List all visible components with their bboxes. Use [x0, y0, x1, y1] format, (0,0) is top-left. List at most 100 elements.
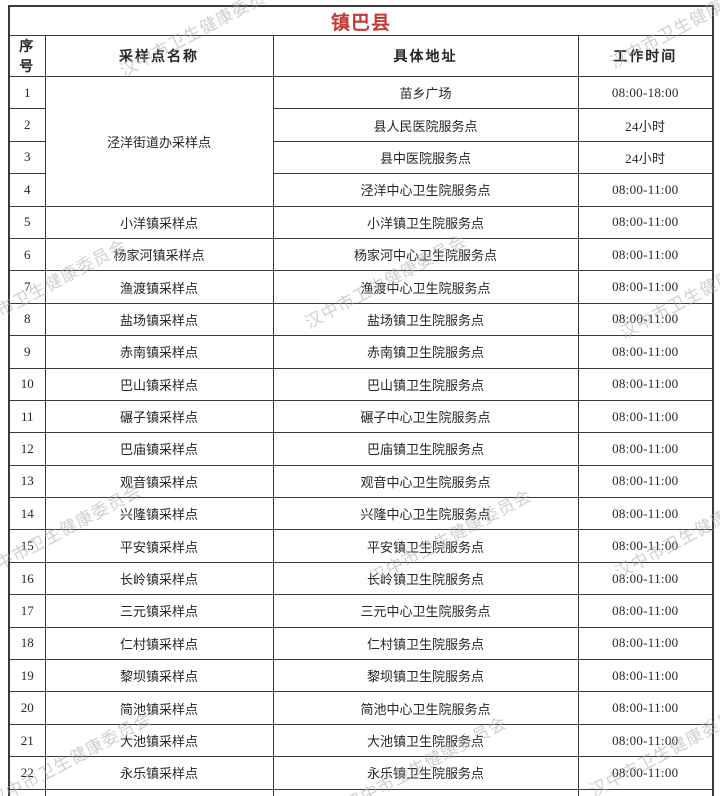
- address-cell: 兴隆中心卫生院服务点: [272, 497, 579, 531]
- site-name-cell: 仁村镇采样点: [44, 626, 274, 661]
- row-number-cell: 19: [8, 659, 46, 693]
- hours-cell: 08:00-11:00: [577, 399, 714, 434]
- site-name-cell: 观音镇采样点: [44, 464, 274, 499]
- hours-cell: 08:00-11:00: [577, 173, 714, 207]
- hours-cell: 08:00-11:00: [577, 205, 714, 239]
- row-number-cell: 4: [8, 173, 46, 207]
- address-cell: 县中医院服务点: [272, 140, 579, 175]
- hours-cell: 08:00-11:00: [577, 237, 714, 272]
- address-cell: 杨家河中心卫生院服务点: [272, 237, 579, 272]
- address-cell: 巴山镇卫生院服务点: [272, 367, 579, 401]
- hours-cell: 08:00-18:00: [577, 75, 714, 110]
- row-number-cell: 9: [8, 335, 46, 369]
- header-no: 序号: [8, 35, 46, 77]
- table-row: 14 兴隆镇采样点 兴隆中心卫生院服务点 08:00-11:00: [8, 497, 714, 531]
- site-name-cell: 泾洋街道办采样点: [44, 76, 274, 207]
- site-name-cell: 永乐镇采样点: [44, 756, 274, 790]
- table-header-row: 序号 采样点名称 具体地址 工作时间: [8, 35, 714, 77]
- row-number-cell: 17: [8, 594, 46, 628]
- row-number-cell: 18: [8, 626, 46, 661]
- site-name-cell: 简池镇采样点: [44, 691, 274, 725]
- table-row: 15 平安镇采样点 平安镇卫生院服务点 08:00-11:00: [8, 529, 714, 563]
- site-name-cell: 大池镇采样点: [44, 723, 274, 758]
- hours-cell: 08:00-11:00: [577, 561, 714, 596]
- address-cell: 苗乡广场: [272, 75, 579, 110]
- header-name: 采样点名称: [44, 35, 274, 77]
- table-row: 10 巴山镇采样点 巴山镇卫生院服务点 08:00-11:00: [8, 367, 714, 401]
- table-row: 5 小洋镇采样点 小洋镇卫生院服务点 08:00-11:00: [8, 205, 714, 239]
- address-cell: 县人民医院服务点: [272, 108, 579, 142]
- hours-cell: 24小时: [577, 140, 714, 175]
- site-name-cell: 渔渡镇采样点: [44, 270, 274, 304]
- table-row: 23 青水镇采样点 青水中心卫生院服务点 08:00-11:00: [8, 788, 714, 796]
- row-number-cell: 1: [8, 75, 46, 110]
- address-cell: 平安镇卫生院服务点: [272, 529, 579, 563]
- site-name-cell: 巴山镇采样点: [44, 367, 274, 401]
- row-number-cell: 11: [8, 399, 46, 434]
- table-row: 镇巴县: [8, 5, 714, 36]
- hours-cell: 08:00-11:00: [577, 756, 714, 790]
- site-name-cell: 平安镇采样点: [44, 529, 274, 563]
- hours-cell: 08:00-11:00: [577, 723, 714, 758]
- hours-cell: 08:00-11:00: [577, 302, 714, 337]
- site-name-cell: 三元镇采样点: [44, 594, 274, 628]
- table-row: 7 渔渡镇采样点 渔渡中心卫生院服务点 08:00-11:00: [8, 270, 714, 304]
- address-cell: 碾子中心卫生院服务点: [272, 399, 579, 434]
- table-row: 18 仁村镇采样点 仁村镇卫生院服务点 08:00-11:00: [8, 626, 714, 661]
- hours-cell: 08:00-11:00: [577, 335, 714, 369]
- address-cell: 永乐镇卫生院服务点: [272, 756, 579, 790]
- site-name-cell: 碾子镇采样点: [44, 399, 274, 434]
- header-hours: 工作时间: [577, 35, 714, 77]
- site-name-cell: 杨家河镇采样点: [44, 237, 274, 272]
- hours-cell: 08:00-11:00: [577, 659, 714, 693]
- hours-cell: 08:00-11:00: [577, 594, 714, 628]
- table-row: 11 碾子镇采样点 碾子中心卫生院服务点 08:00-11:00: [8, 399, 714, 434]
- table-row: 12 巴庙镇采样点 巴庙镇卫生院服务点 08:00-11:00: [8, 432, 714, 466]
- table-row: 3 县中医院服务点 24小时: [8, 140, 714, 175]
- row-number-cell: 6: [8, 237, 46, 272]
- hours-cell: 08:00-11:00: [577, 788, 714, 796]
- address-cell: 大池镇卫生院服务点: [272, 723, 579, 758]
- table-row: 16 长岭镇采样点 长岭镇卫生院服务点 08:00-11:00: [8, 561, 714, 596]
- address-cell: 盐场镇卫生院服务点: [272, 302, 579, 337]
- sampling-points-table: 镇巴县 序号 采样点名称 具体地址 工作时间 1 泾洋街道办采样点 苗乡广场 0…: [8, 5, 715, 796]
- row-number-cell: 22: [8, 756, 46, 790]
- address-cell: 泾洋中心卫生院服务点: [272, 173, 579, 207]
- hours-cell: 08:00-11:00: [577, 497, 714, 531]
- table-row: 21 大池镇采样点 大池镇卫生院服务点 08:00-11:00: [8, 723, 714, 758]
- address-cell: 仁村镇卫生院服务点: [272, 626, 579, 661]
- site-name-cell: 青水镇采样点: [44, 788, 274, 796]
- hours-cell: 08:00-11:00: [577, 529, 714, 563]
- row-number-cell: 8: [8, 302, 46, 337]
- row-number-cell: 15: [8, 529, 46, 563]
- row-number-cell: 2: [8, 108, 46, 142]
- row-number-cell: 12: [8, 432, 46, 466]
- row-number-cell: 16: [8, 561, 46, 596]
- row-number-cell: 23: [8, 788, 46, 796]
- table-row: 22 永乐镇采样点 永乐镇卫生院服务点 08:00-11:00: [8, 756, 714, 790]
- site-name-cell: 小洋镇采样点: [44, 205, 274, 239]
- table-row: 19 黎坝镇采样点 黎坝镇卫生院服务点 08:00-11:00: [8, 659, 714, 693]
- county-title: 镇巴县: [8, 5, 714, 36]
- row-number-cell: 21: [8, 723, 46, 758]
- table-row: 6 杨家河镇采样点 杨家河中心卫生院服务点 08:00-11:00: [8, 237, 714, 272]
- address-cell: 三元中心卫生院服务点: [272, 594, 579, 628]
- header-address: 具体地址: [272, 35, 579, 77]
- site-name-cell: 巴庙镇采样点: [44, 432, 274, 466]
- address-cell: 黎坝镇卫生院服务点: [272, 659, 579, 693]
- row-number-cell: 14: [8, 497, 46, 531]
- address-cell: 巴庙镇卫生院服务点: [272, 432, 579, 466]
- table-row: 8 盐场镇采样点 盐场镇卫生院服务点 08:00-11:00: [8, 302, 714, 337]
- hours-cell: 08:00-11:00: [577, 367, 714, 401]
- table-row: 13 观音镇采样点 观音中心卫生院服务点 08:00-11:00: [8, 464, 714, 499]
- address-cell: 观音中心卫生院服务点: [272, 464, 579, 499]
- site-name-cell: 黎坝镇采样点: [44, 659, 274, 693]
- row-number-cell: 3: [8, 140, 46, 175]
- hours-cell: 08:00-11:00: [577, 691, 714, 725]
- row-number-cell: 20: [8, 691, 46, 725]
- hours-cell: 08:00-11:00: [577, 270, 714, 304]
- hours-cell: 08:00-11:00: [577, 432, 714, 466]
- address-cell: 长岭镇卫生院服务点: [272, 561, 579, 596]
- row-number-cell: 7: [8, 270, 46, 304]
